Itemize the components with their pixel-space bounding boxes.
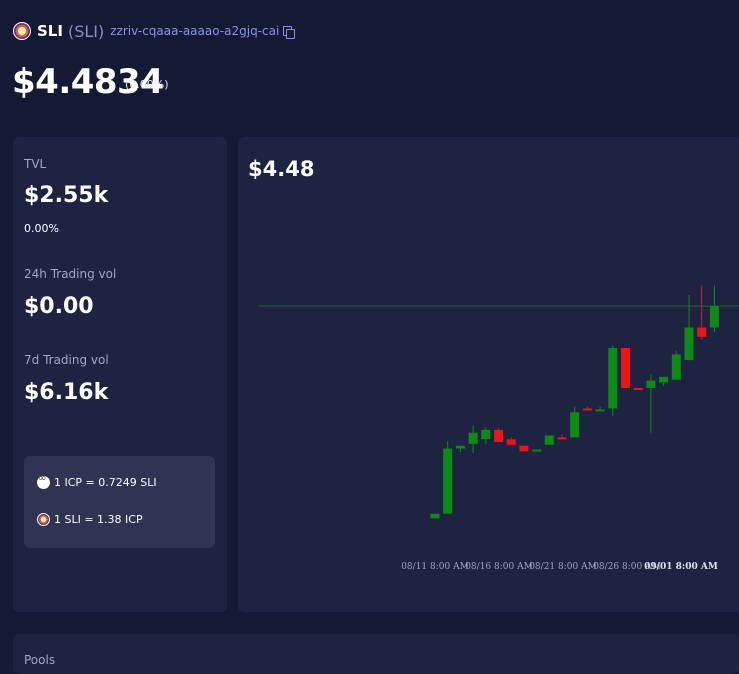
canister-id-link[interactable]: zzriv-cqaaa-aaaao-a2gjq-cai xyxy=(110,24,280,38)
candle-body xyxy=(455,445,465,449)
icp-logo-icon xyxy=(37,473,50,489)
vol24-label: 24h Trading vol xyxy=(24,267,117,281)
candle-body xyxy=(659,376,669,383)
sli-rate-text: 1 SLI = 1.38 ICP xyxy=(54,513,143,526)
x-tick-label: 08/16 8:00 AM xyxy=(465,562,533,572)
candle-body xyxy=(532,449,542,452)
chart-current-price: $4.48 xyxy=(248,157,315,181)
x-tick-label: 08/11 8:00 AM xyxy=(401,562,469,572)
icp-rate-text: 1 ICP = 0.7249 SLI xyxy=(54,476,157,489)
x-tick-label: 09/01 8:00 AM xyxy=(644,562,718,572)
candle-body xyxy=(582,408,592,411)
candle-body xyxy=(481,429,491,440)
sli-rate-row: 1 SLI = 1.38 ICP xyxy=(37,513,143,526)
candle-body xyxy=(544,435,554,445)
token-symbol-paren: (SLI) xyxy=(67,21,105,41)
candle-body xyxy=(570,412,580,438)
x-tick-label: 08/26 8:00 AM xyxy=(593,562,661,572)
token-header: SLI (SLI) zzriv-cqaaa-aaaao-a2gjq-cai xyxy=(13,18,296,44)
candle-body xyxy=(430,513,440,519)
candle-body xyxy=(646,380,656,389)
candle-body xyxy=(519,445,529,452)
candle-body xyxy=(697,327,707,337)
candle-body xyxy=(684,327,694,361)
vol7-label: 7d Trading vol xyxy=(24,353,109,367)
candle-body xyxy=(494,429,503,443)
tvl-label: TVL xyxy=(24,157,47,171)
token-price: $4.4834 xyxy=(12,62,164,102)
stats-card: TVL $2.55k 0.00% 24h Trading vol $0.00 7… xyxy=(13,137,227,612)
copy-icon[interactable] xyxy=(283,25,296,39)
x-tick-label: 08/21 8:00 AM xyxy=(529,562,597,572)
tvl-change: 0.00% xyxy=(24,222,59,235)
candle-body xyxy=(633,388,643,391)
candle-body xyxy=(557,437,567,440)
icp-rate-row: 1 ICP = 0.7249 SLI xyxy=(37,473,157,489)
vol24-value: $0.00 xyxy=(24,294,94,319)
pools-card: Pools xyxy=(13,634,739,674)
candle-body xyxy=(443,448,453,514)
candle-body xyxy=(608,348,618,409)
sli-logo-icon xyxy=(37,513,50,526)
price-chart-card: $4.48 08/11 8:00 AM 08/16 8:00 AM 08/21 8:… xyxy=(238,137,739,612)
pools-label: Pools xyxy=(24,653,56,667)
token-symbol: SLI xyxy=(37,22,63,40)
tvl-value: $2.55k xyxy=(24,183,109,208)
candle-body xyxy=(595,409,605,412)
vol7-value: $6.16k xyxy=(24,380,109,405)
sli-logo-icon xyxy=(13,22,31,40)
candle-body xyxy=(621,348,630,389)
price-change: (0.00%) xyxy=(125,78,169,91)
candle-body xyxy=(709,306,719,328)
candle-body xyxy=(506,439,516,445)
candle-body xyxy=(671,354,681,380)
candle-body xyxy=(468,432,478,444)
exchange-rate-box: 1 ICP = 0.7249 SLI 1 SLI = 1.38 ICP xyxy=(24,456,215,548)
